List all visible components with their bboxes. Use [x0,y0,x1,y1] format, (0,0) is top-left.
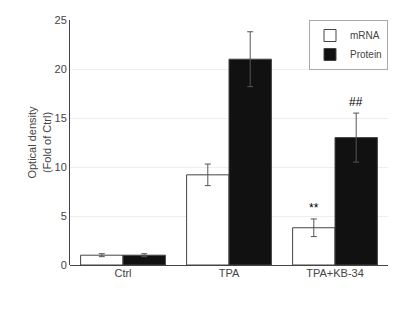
svg-text:5: 5 [61,210,67,222]
svg-text:20: 20 [55,63,67,75]
svg-text:0: 0 [61,259,67,271]
svg-text:TPA: TPA [219,267,240,279]
svg-text:25: 25 [55,14,67,26]
svg-text:Ctrl: Ctrl [114,267,131,279]
svg-text:Optical density(Fold of Ctrl): Optical density(Fold of Ctrl) [26,106,52,179]
svg-text:**: ** [309,201,319,215]
svg-text:15: 15 [55,112,67,124]
svg-text:Protein: Protein [350,49,382,60]
svg-text:TPA+KB-34: TPA+KB-34 [306,267,364,279]
svg-text:mRNA: mRNA [350,30,380,41]
svg-text:10: 10 [55,161,67,173]
svg-text:##: ## [349,95,363,109]
